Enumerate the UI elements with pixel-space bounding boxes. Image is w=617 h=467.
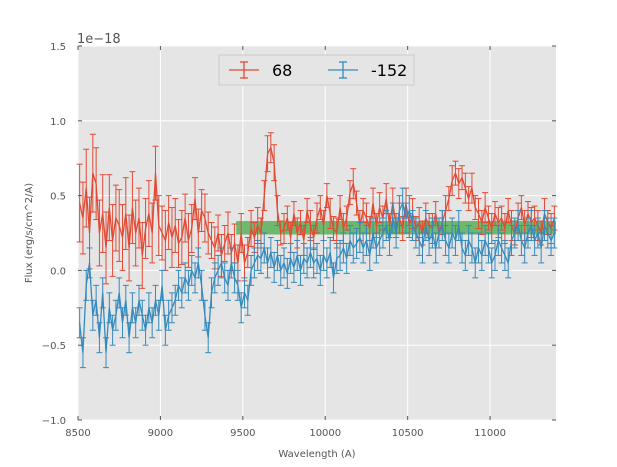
legend-entry-minus152: -152 [328,61,407,80]
y-tick-label: 0.0 [50,266,66,277]
ticks: 8500 9000 9500 10000 10500 11000 −1.0 −0.5 0.0 0.… [42,42,556,439]
y-axis-label: Flux (erg/s/cm^2/A) [24,183,35,283]
grid [77,45,556,421]
x-tick-label: 10000 [309,428,341,439]
legend-label-68: 68 [272,61,292,80]
x-axis-label: Wavelength (A) [278,449,355,460]
y-tick-label: −0.5 [42,341,66,352]
series-layer [76,132,558,369]
y-tick-label: 0.5 [50,192,66,203]
x-tick-label: 8500 [65,428,90,439]
x-tick-label: 10500 [392,428,424,439]
x-tick-label: 11000 [474,428,506,439]
x-tick-label: 9000 [148,428,173,439]
series-minus152 [76,187,558,369]
series-line [78,201,555,353]
legend: 68 -152 [218,54,415,86]
y-tick-label: −1.0 [42,416,66,427]
y-tick-label: 1.5 [50,42,66,53]
y-tick-label: 1.0 [50,117,66,128]
legend-label-minus152: -152 [371,61,407,80]
series-line [78,145,556,264]
x-tick-label: 9500 [230,428,255,439]
offset-label: 1e−18 [77,32,121,47]
legend-entry-68: 68 [229,61,292,80]
